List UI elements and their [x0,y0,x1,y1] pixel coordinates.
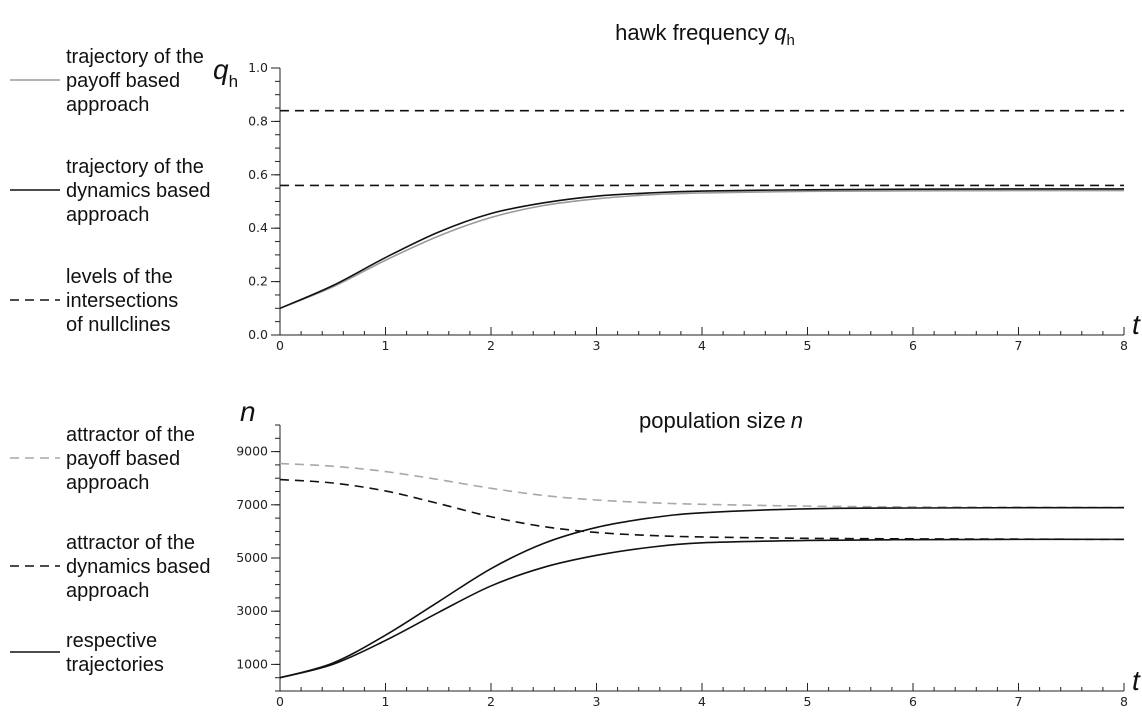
legend-label: trajectories [66,654,164,676]
x-tick-label: 5 [804,338,812,353]
legend-label: approach [66,472,149,494]
x-tick-label: 4 [698,338,706,353]
y-axis-label: n [240,396,256,427]
x-tick-label: 7 [1015,694,1023,709]
x-tick-label: 3 [593,694,601,709]
chart-title-subscript: h [787,32,795,49]
legend-label: of nullclines [66,314,171,336]
hawk-frequency-chart: hawk frequency qh qh t 0 1 2 3 4 5 6 7 80.00.20.4… [10,20,1141,353]
population-size-chart: population size n n t 0 1 2 3 4 5 6 7 81000300050… [10,396,1141,709]
y-tick-label: 7000 [236,497,268,512]
legend-label: levels of the [66,266,173,288]
x-tick-label: 0 [276,338,284,353]
y-axis-label-text: q [213,54,229,85]
y-tick-label: 0.2 [248,274,268,289]
y-tick-label: 0.6 [248,167,268,182]
chart-title-text: hawk frequency [615,20,769,45]
x-tick-label: 0 [276,694,284,709]
y-tick-label: 1.0 [248,60,268,75]
legend-label: approach [66,204,149,226]
legend-label: approach [66,94,149,116]
x-tick-label: 5 [804,694,812,709]
x-tick-label: 6 [909,338,917,353]
axis-ticks: 0 1 2 3 4 5 6 7 8 0.0 0.2 0.4 0.6 0.8 1.0 [248,60,1128,353]
y-axis-label: qh [213,54,238,91]
legend-label: intersections [66,290,178,312]
x-tick-label: 2 [487,694,495,709]
legend-label: respective [66,630,157,652]
series-line-trajectory-upper [279,506,1125,679]
series-group [279,109,1125,310]
series-line-payoff [279,189,1125,310]
y-tick-label: 9000 [236,444,268,459]
x-axis-label: t [1132,309,1141,340]
legend-label: dynamics based [66,556,211,578]
y-axis-label-subscript: h [229,72,238,91]
chart-title-variable: n [791,408,803,433]
chart-title-text: population size [639,408,786,433]
legend-label: approach [66,580,149,602]
y-tick-label: 0.0 [248,327,268,342]
legend-label: trajectory of the [66,156,204,178]
x-tick-label: 2 [487,338,495,353]
legend-label: dynamics based [66,180,211,202]
legend-label: trajectory of the [66,46,204,68]
y-tick-label: 5000 [236,550,268,565]
x-tick-label: 6 [909,694,917,709]
chart-title: hawk frequency qh [615,20,795,49]
x-tick-label: 8 [1120,338,1128,353]
y-tick-label: 1000 [236,656,268,671]
series-group [279,462,1125,679]
x-tick-label: 3 [593,338,601,353]
y-tick-label: 0.4 [248,220,268,235]
x-tick-label: 1 [382,694,390,709]
chart-title: population size n [639,408,803,433]
series-line-dynamics [279,188,1125,310]
y-tick-label: 0.8 [248,113,268,128]
chart-title-variable: q [774,20,787,45]
x-tick-label: 4 [698,694,706,709]
legend-label: attractor of the [66,532,195,554]
x-tick-label: 8 [1120,694,1128,709]
series-line-attractor-payoff [279,462,1125,509]
series-line-trajectory-lower [279,538,1125,679]
axis-ticks: 0 1 2 3 4 5 6 7 8 1000 3000 5000 7000 9000 [236,424,1128,709]
x-axis-label: t [1132,665,1141,696]
x-tick-label: 1 [382,338,390,353]
series-line-attractor-dynamics [279,478,1125,541]
legend-label: attractor of the [66,424,195,446]
legend-label: payoff based [66,70,180,92]
x-tick-label: 7 [1015,338,1023,353]
y-tick-label: 3000 [236,603,268,618]
legend-label: payoff based [66,448,180,470]
